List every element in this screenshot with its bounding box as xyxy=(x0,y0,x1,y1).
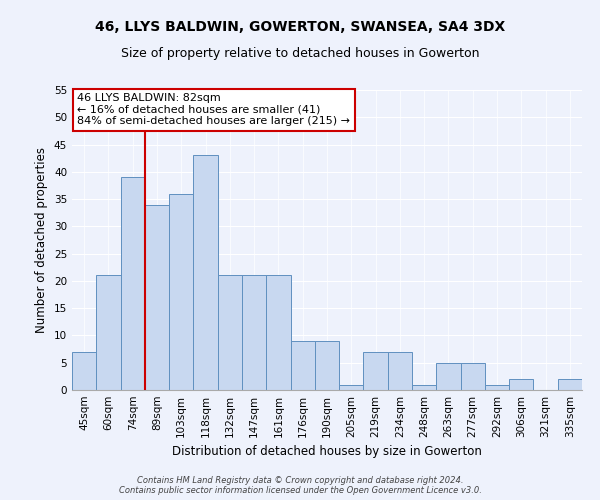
Bar xyxy=(145,204,169,390)
Bar xyxy=(193,156,218,390)
Bar xyxy=(290,341,315,390)
Bar xyxy=(169,194,193,390)
Bar xyxy=(461,362,485,390)
Bar xyxy=(558,379,582,390)
Bar xyxy=(72,352,96,390)
Bar xyxy=(266,276,290,390)
Text: Size of property relative to detached houses in Gowerton: Size of property relative to detached ho… xyxy=(121,48,479,60)
Bar xyxy=(388,352,412,390)
Bar xyxy=(242,276,266,390)
Text: 46, LLYS BALDWIN, GOWERTON, SWANSEA, SA4 3DX: 46, LLYS BALDWIN, GOWERTON, SWANSEA, SA4… xyxy=(95,20,505,34)
Bar xyxy=(96,276,121,390)
Bar xyxy=(364,352,388,390)
Y-axis label: Number of detached properties: Number of detached properties xyxy=(35,147,49,333)
Bar xyxy=(436,362,461,390)
Text: Contains HM Land Registry data © Crown copyright and database right 2024.
Contai: Contains HM Land Registry data © Crown c… xyxy=(119,476,481,495)
Bar xyxy=(485,384,509,390)
Bar xyxy=(218,276,242,390)
X-axis label: Distribution of detached houses by size in Gowerton: Distribution of detached houses by size … xyxy=(172,446,482,458)
Bar xyxy=(509,379,533,390)
Bar xyxy=(121,178,145,390)
Bar xyxy=(339,384,364,390)
Text: 46 LLYS BALDWIN: 82sqm
← 16% of detached houses are smaller (41)
84% of semi-det: 46 LLYS BALDWIN: 82sqm ← 16% of detached… xyxy=(77,93,350,126)
Bar xyxy=(315,341,339,390)
Bar xyxy=(412,384,436,390)
